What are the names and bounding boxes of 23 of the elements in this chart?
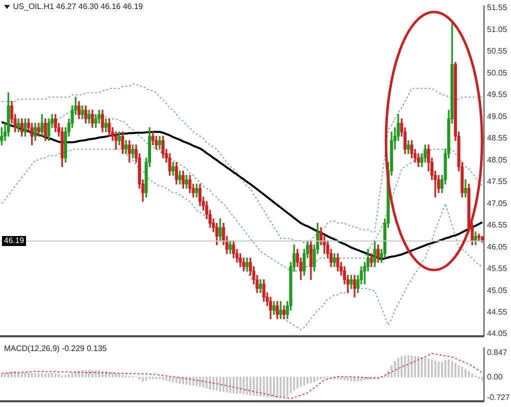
y-tick-label: 45.55 bbox=[487, 264, 508, 274]
y-tick-label: -0.727 bbox=[487, 393, 510, 402]
y-tick-label: 51.55 bbox=[487, 3, 508, 12]
y-tick-label: 48.55 bbox=[487, 134, 508, 143]
y-tick-label: 50.05 bbox=[487, 68, 508, 78]
chart-title: US_OIL.H1 46.27 46.30 46.16 46.19 bbox=[13, 2, 143, 11]
chart-title: MACD(12,26,9) -0.229 0.135 bbox=[4, 344, 107, 353]
y-tick-label: 0.00 bbox=[487, 372, 504, 382]
y-tick-label: 46.05 bbox=[487, 242, 508, 252]
y-tick-label: 44.05 bbox=[487, 329, 508, 338]
line-series bbox=[1, 353, 483, 400]
y-tick-label: 0.847 bbox=[487, 348, 508, 357]
y-tick-label: 50.55 bbox=[487, 46, 508, 56]
y-tick-label: 51.05 bbox=[487, 24, 508, 34]
y-tick-label: 47.55 bbox=[487, 177, 508, 186]
ref-line-label: 46.19 bbox=[4, 236, 25, 246]
y-tick-label: 47.05 bbox=[487, 198, 508, 208]
y-tick-label: 45.05 bbox=[487, 286, 508, 295]
y-tick-label: 46.55 bbox=[487, 220, 508, 230]
y-tick-label: 49.05 bbox=[487, 112, 508, 121]
y-tick-label: 48.05 bbox=[487, 155, 508, 164]
y-tick-label: 44.55 bbox=[487, 307, 508, 316]
y-tick-label: 49.55 bbox=[487, 90, 508, 100]
